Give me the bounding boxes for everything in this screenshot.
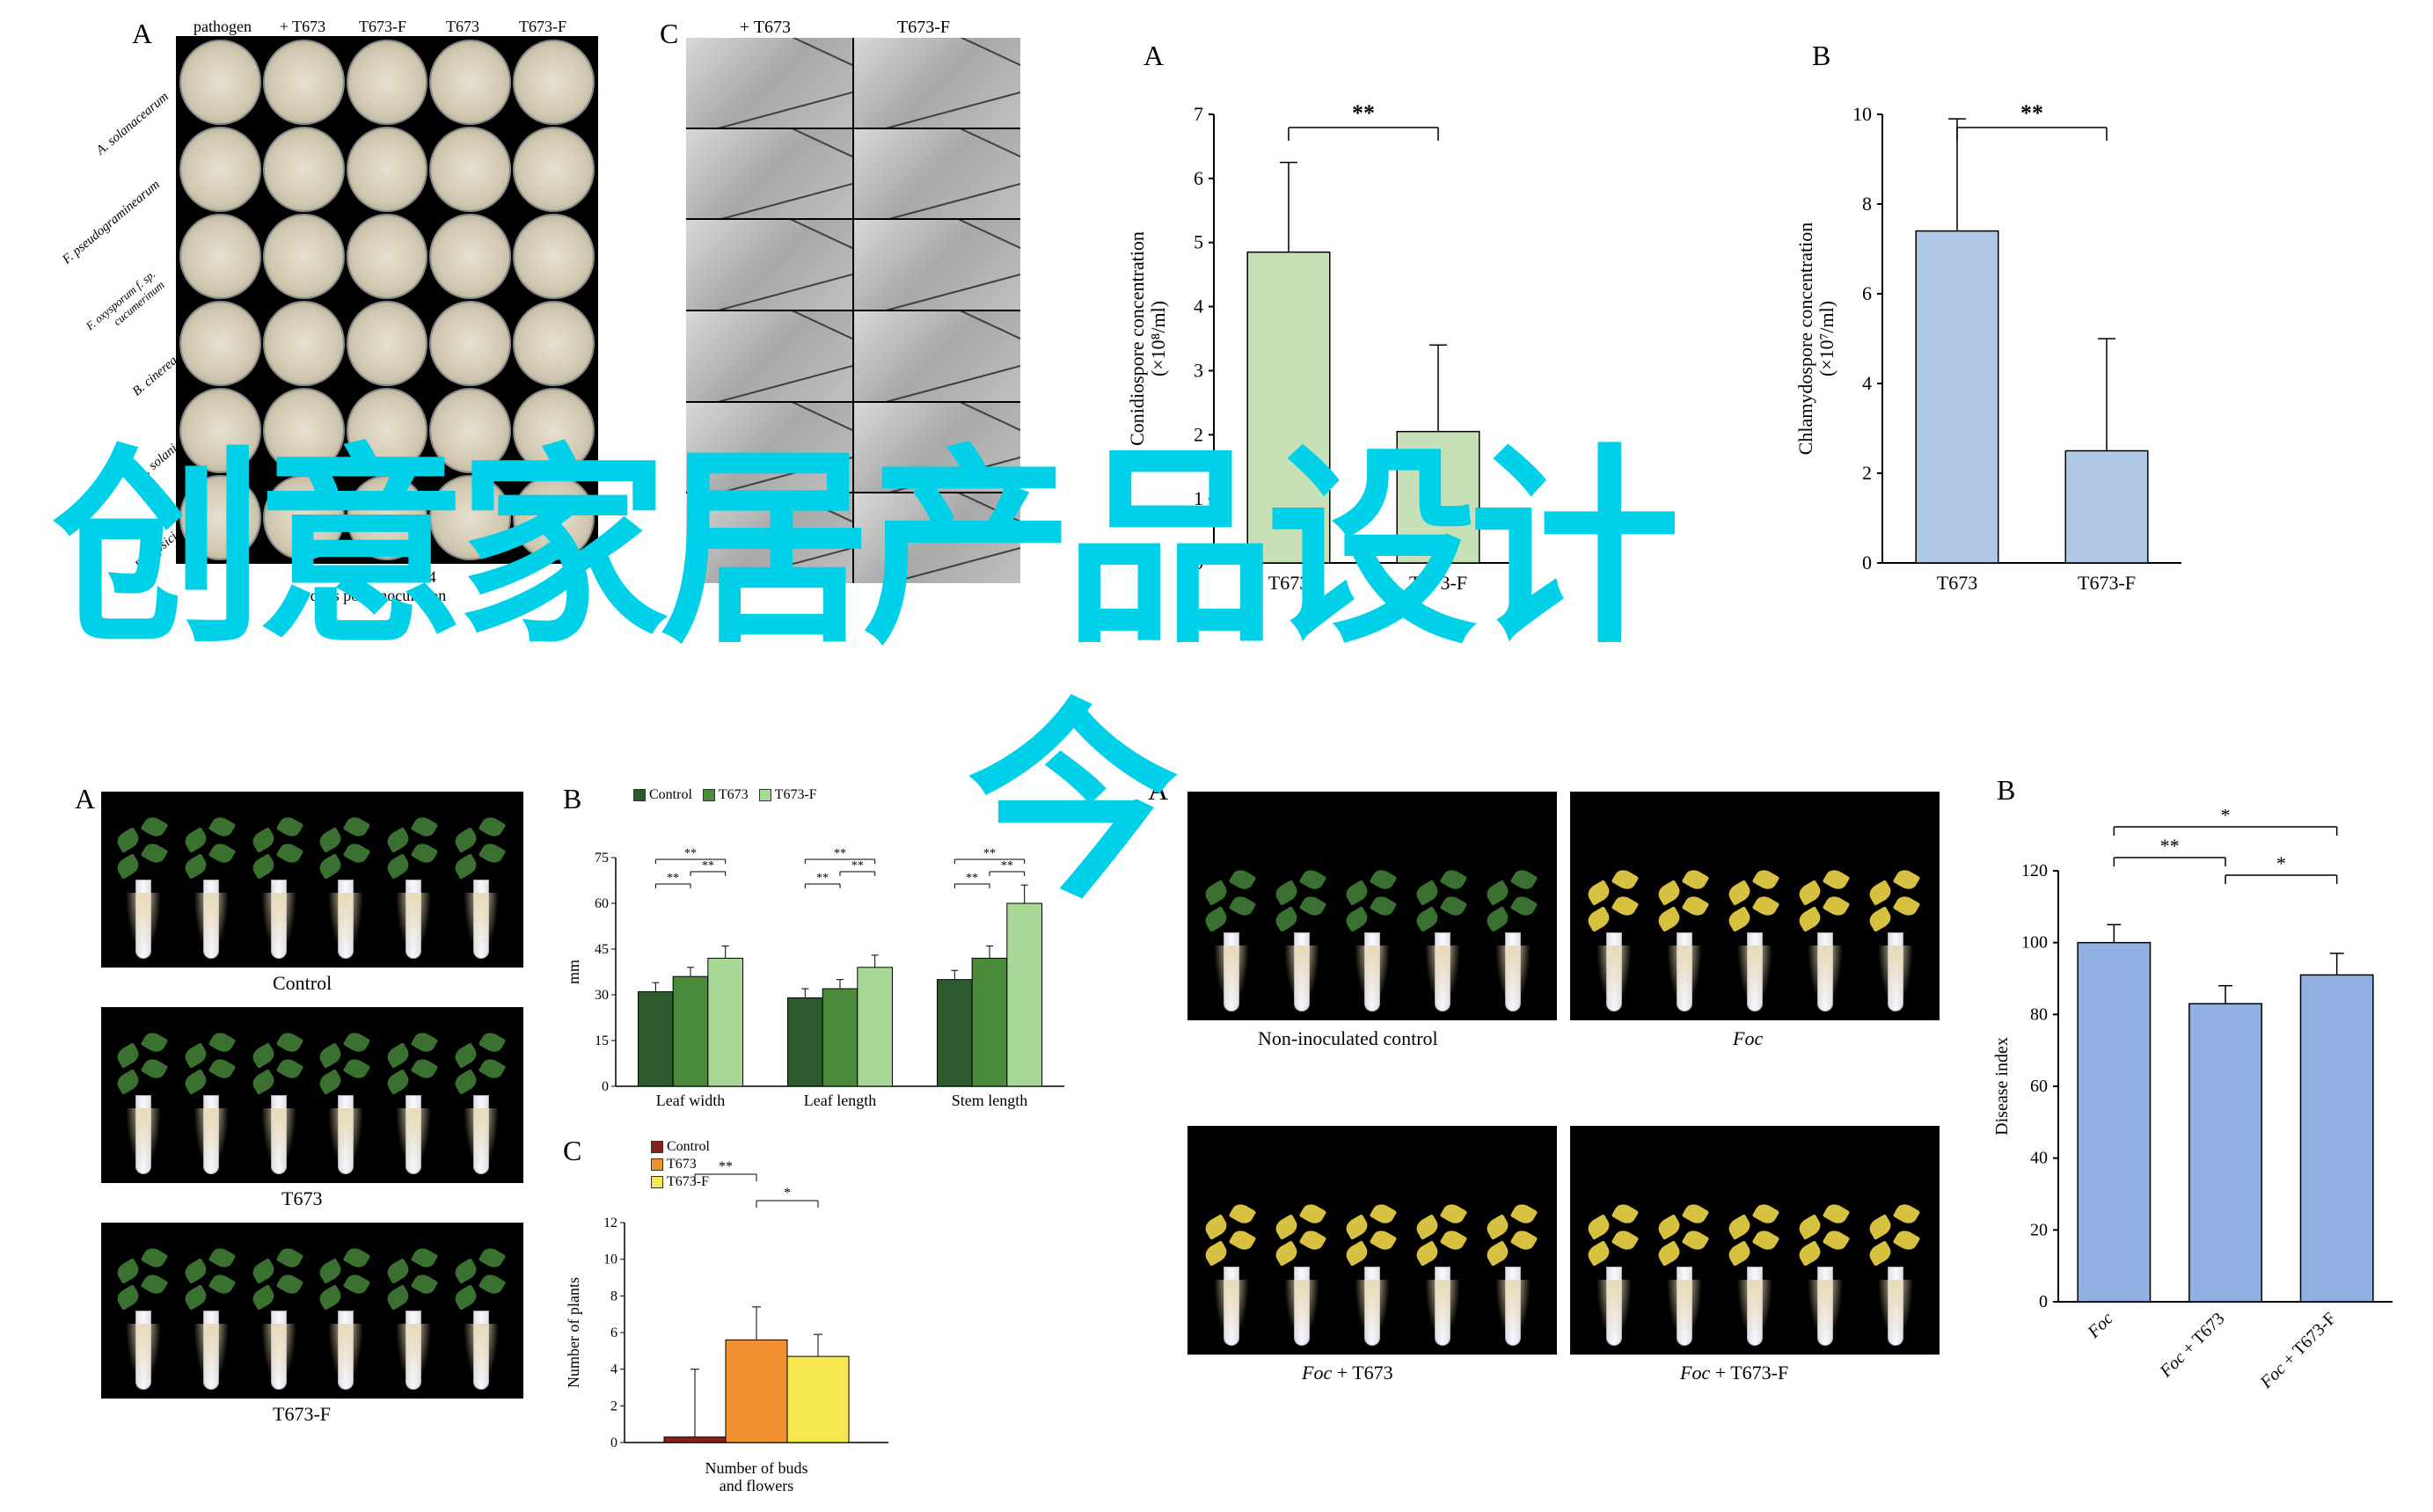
- svg-text:0: 0: [602, 1079, 609, 1094]
- petri-col-0: pathogen: [185, 18, 260, 36]
- svg-text:45: 45: [595, 942, 609, 957]
- svg-text:6: 6: [1862, 282, 1872, 304]
- svg-text:*: *: [784, 1186, 791, 1201]
- svg-text:**: **: [851, 859, 864, 873]
- plant-caption-t673: T673: [281, 1187, 322, 1210]
- svg-text:8: 8: [1862, 193, 1872, 215]
- disease-caption-foct673: Foc + T673: [1302, 1362, 1393, 1384]
- disease-photo-control: [1187, 792, 1557, 1020]
- svg-text:Stem length: Stem length: [952, 1092, 1028, 1109]
- svg-text:10: 10: [603, 1253, 617, 1267]
- panel-label-bar-B: B: [1812, 40, 1830, 72]
- svg-text:Foc: Foc: [2084, 1309, 2117, 1342]
- plant-caption-t673f: T673-F: [273, 1403, 331, 1426]
- petri-row-2: F. oxysporum f. sp. cucumerinum: [55, 267, 167, 369]
- svg-text:(×10⁷/ml): (×10⁷/ml): [1816, 301, 1838, 376]
- svg-text:6: 6: [610, 1326, 617, 1340]
- svg-text:(×10⁸/ml): (×10⁸/ml): [1147, 301, 1169, 376]
- plant-photo-t673: [101, 1007, 523, 1183]
- svg-text:Leaf width: Leaf width: [656, 1092, 725, 1109]
- svg-text:T673-F: T673-F: [2078, 572, 2136, 594]
- disease-caption-foct673f: Foc + T673-F: [1680, 1362, 1788, 1384]
- svg-text:100: 100: [2021, 933, 2048, 953]
- petri-col-4: T673-F: [505, 18, 581, 36]
- plant-photo-t673f: [101, 1223, 523, 1399]
- svg-text:**: **: [834, 847, 846, 860]
- svg-text:Number of plants: Number of plants: [565, 1277, 582, 1388]
- disease-photo-foct673: [1187, 1126, 1557, 1355]
- svg-text:4: 4: [610, 1362, 617, 1377]
- svg-text:mm: mm: [565, 960, 582, 984]
- svg-text:**: **: [2160, 835, 2180, 857]
- svg-text:*: *: [2276, 852, 2286, 874]
- svg-text:2: 2: [610, 1399, 617, 1413]
- plant-photo-control: [101, 792, 523, 968]
- svg-text:30: 30: [595, 988, 609, 1003]
- svg-text:7: 7: [1194, 103, 1203, 125]
- svg-text:Number of buds: Number of buds: [705, 1459, 808, 1477]
- disease-photo-foct673f: [1570, 1126, 1940, 1355]
- petri-col-2: T673-F: [345, 18, 420, 36]
- svg-text:0: 0: [1862, 551, 1872, 573]
- panel-label-disease-B: B: [1997, 774, 2015, 807]
- petri-row-0: A. solanacearum: [68, 90, 172, 180]
- svg-text:10: 10: [1852, 103, 1872, 125]
- svg-text:12: 12: [603, 1216, 617, 1231]
- petri-col-1: + T673: [265, 18, 340, 36]
- svg-text:**: **: [667, 872, 679, 885]
- svg-text:Foc + T673-F: Foc + T673-F: [2256, 1309, 2340, 1392]
- chlamydospore-chart: 0 2 4 6 8 10 T673 T673-F ** Chlamydospore concent…: [1794, 70, 2199, 616]
- lower-b-legend: ControlT673T673-F: [633, 787, 817, 803]
- svg-text:5: 5: [1194, 231, 1203, 253]
- petri-column-headers: pathogen + T673 T673-F T673 T673-F: [185, 18, 581, 36]
- svg-text:15: 15: [595, 1034, 609, 1048]
- svg-text:75: 75: [595, 851, 609, 866]
- svg-text:0: 0: [2039, 1292, 2048, 1311]
- svg-text:Disease index: Disease index: [1992, 1037, 2012, 1136]
- svg-text:40: 40: [2030, 1149, 2048, 1168]
- overlay-text-2: 今: [968, 633, 1179, 939]
- svg-text:Chlamydospore concentration: Chlamydospore concentration: [1794, 223, 1816, 456]
- svg-text:**: **: [2020, 100, 2043, 126]
- disease-caption-foc: Foc: [1733, 1027, 1763, 1050]
- svg-text:120: 120: [2021, 861, 2048, 880]
- micro-col-0: + T673: [686, 18, 844, 38]
- svg-text:2: 2: [1862, 462, 1872, 484]
- micro-headers: + T673 T673-F: [686, 18, 1038, 38]
- svg-text:Leaf length: Leaf length: [804, 1092, 876, 1109]
- overlay-text-1: 创意家居产品设计: [53, 378, 1671, 683]
- buds-chart: 024681012***Number of plantsNumber of bu…: [563, 1143, 897, 1495]
- svg-text:**: **: [719, 1159, 733, 1174]
- petri-col-3: T673: [425, 18, 500, 36]
- svg-text:*: *: [2221, 809, 2231, 826]
- disease-index-chart: 0 20 40 60 80 100 120 Foc Foc + T673 Foc + T673-F…: [1988, 809, 2410, 1425]
- svg-text:4: 4: [1862, 372, 1872, 394]
- micro-col-1: T673-F: [844, 18, 1003, 38]
- svg-text:20: 20: [2030, 1220, 2048, 1239]
- panel-label-lower-A: A: [75, 783, 95, 815]
- svg-text:Foc + T673: Foc + T673: [2156, 1309, 2229, 1382]
- disease-caption-control: Non-inoculated control: [1258, 1027, 1438, 1050]
- svg-text:8: 8: [610, 1289, 617, 1304]
- svg-text:T673: T673: [1937, 572, 1977, 594]
- svg-text:and flowers: and flowers: [720, 1477, 793, 1494]
- svg-text:6: 6: [1194, 167, 1203, 189]
- svg-text:0: 0: [610, 1435, 617, 1450]
- svg-text:**: **: [684, 847, 697, 860]
- svg-text:60: 60: [595, 896, 609, 911]
- panel-label-bar-A: A: [1143, 40, 1164, 72]
- svg-text:**: **: [702, 859, 714, 873]
- petri-row-1: F. pseudograminearum: [59, 178, 163, 268]
- plant-caption-control: Control: [273, 972, 332, 995]
- svg-text:60: 60: [2030, 1077, 2048, 1096]
- svg-text:**: **: [816, 872, 829, 885]
- svg-text:4: 4: [1194, 296, 1203, 318]
- svg-text:80: 80: [2030, 1004, 2048, 1024]
- svg-text:**: **: [1352, 100, 1375, 126]
- disease-photo-foc: [1570, 792, 1940, 1020]
